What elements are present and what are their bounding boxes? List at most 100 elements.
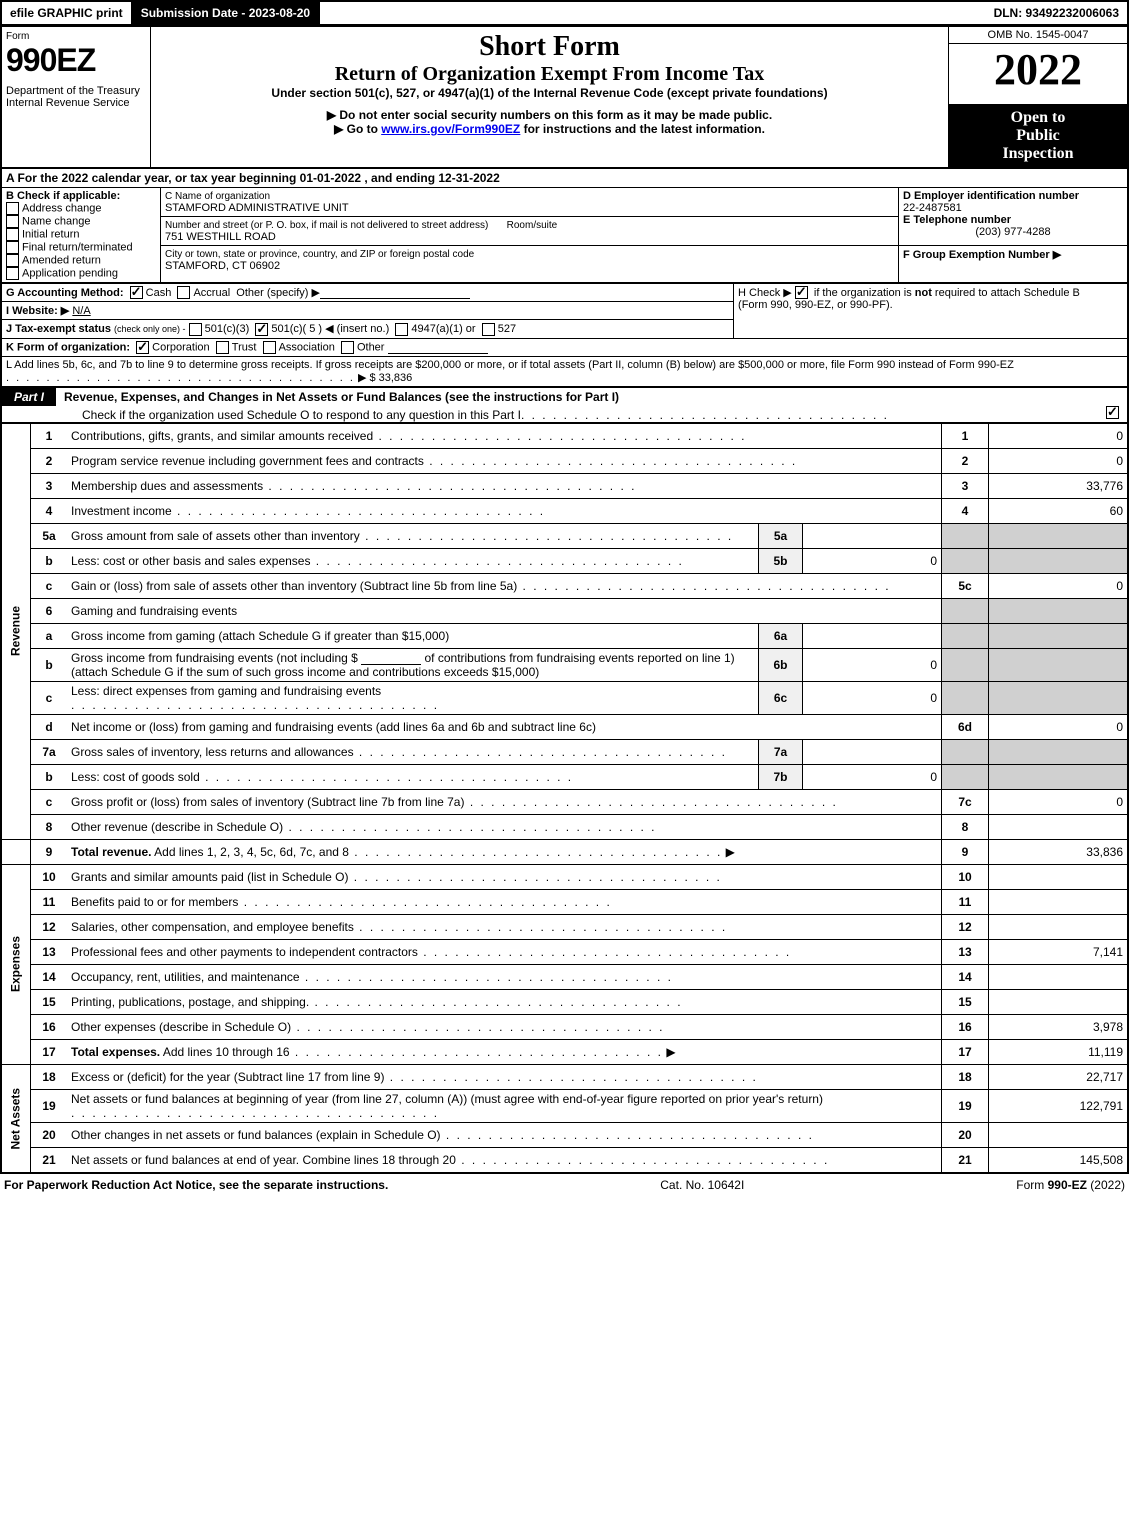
line-20-desc: Other changes in net assets or fund bala…	[71, 1128, 441, 1142]
checkbox-amended-return[interactable]	[6, 254, 19, 267]
line-6b-blank[interactable]	[361, 652, 421, 665]
dots	[6, 372, 355, 384]
line-7b-desc: Less: cost of goods sold	[71, 770, 200, 784]
line-1-value: 0	[989, 423, 1129, 448]
line-10-value	[989, 864, 1129, 889]
line-4-rn: 4	[942, 498, 989, 523]
footer-center: Cat. No. 10642I	[660, 1178, 744, 1192]
line-5c-desc: Gain or (loss) from sale of assets other…	[71, 579, 517, 593]
dots	[238, 895, 611, 909]
dots	[348, 870, 721, 884]
line-17-num: 17	[31, 1039, 68, 1064]
line-4-value: 60	[989, 498, 1129, 523]
line-16-rn: 16	[942, 1014, 989, 1039]
efile-print-label[interactable]: efile GRAPHIC print	[2, 2, 131, 24]
box-h-text2: if the organization is not required to a…	[814, 287, 1080, 299]
dots	[441, 1128, 814, 1142]
line-5a-desc: Gross amount from sale of assets other t…	[71, 529, 360, 543]
line-6b-sv: 0	[803, 648, 942, 681]
label-final-return: Final return/terminated	[22, 241, 133, 253]
dots	[200, 770, 573, 784]
open2: Public	[953, 127, 1123, 145]
line-2-rn: 2	[942, 448, 989, 473]
line-5c-rn: 5c	[942, 573, 989, 598]
line-19-rn: 19	[942, 1089, 989, 1122]
dln-label: DLN: 93492232006063	[986, 2, 1127, 24]
goto-link[interactable]: ▶ Go to www.irs.gov/Form990EZ for instru…	[155, 122, 944, 136]
line-12-desc: Salaries, other compensation, and employ…	[71, 920, 354, 934]
checkbox-527[interactable]	[482, 323, 495, 336]
line-19-num: 19	[31, 1089, 68, 1122]
shaded-cell	[942, 598, 989, 623]
checkbox-schedule-o-part1[interactable]	[1106, 406, 1119, 419]
info-grid-bcdef: B Check if applicable: Address change Na…	[0, 187, 1129, 283]
label-accrual: Accrual	[193, 287, 230, 299]
line-5a-num: 5a	[31, 523, 68, 548]
line-6b-desc1: Gross income from fundraising events (no…	[71, 651, 358, 665]
form-word: Form	[6, 31, 146, 42]
dots	[354, 920, 727, 934]
shaded-cell	[989, 623, 1129, 648]
section-a-tax-year: A For the 2022 calendar year, or tax yea…	[0, 169, 1129, 187]
checkbox-schedule-b[interactable]	[795, 286, 808, 299]
line-18-desc: Excess or (deficit) for the year (Subtra…	[71, 1070, 384, 1084]
line-7b-sv: 0	[803, 764, 942, 789]
line-19-value: 122,791	[989, 1089, 1129, 1122]
shaded-cell	[942, 623, 989, 648]
box-c-street-label: Number and street (or P. O. box, if mail…	[165, 220, 488, 231]
label-corporation: Corporation	[152, 341, 209, 353]
label-name-change: Name change	[22, 215, 91, 227]
line-15-rn: 15	[942, 989, 989, 1014]
line-20-value	[989, 1122, 1129, 1147]
line-13-num: 13	[31, 939, 68, 964]
label-cash: Cash	[146, 287, 172, 299]
checkbox-501c[interactable]	[255, 323, 268, 336]
line-3-value: 33,776	[989, 473, 1129, 498]
checkbox-address-change[interactable]	[6, 202, 19, 215]
checkbox-4947[interactable]	[395, 323, 408, 336]
checkbox-association[interactable]	[263, 341, 276, 354]
line-5c-num: c	[31, 573, 68, 598]
line-14-rn: 14	[942, 964, 989, 989]
checkbox-initial-return[interactable]	[6, 228, 19, 241]
checkbox-501c3[interactable]	[189, 323, 202, 336]
line-19-desc: Net assets or fund balances at beginning…	[71, 1092, 823, 1106]
line-3-desc: Membership dues and assessments	[71, 479, 263, 493]
box-i-label: I Website: ▶	[6, 305, 69, 317]
line-8-value	[989, 814, 1129, 839]
label-527: 527	[498, 323, 516, 335]
dept2: Internal Revenue Service	[6, 97, 130, 109]
checkbox-name-change[interactable]	[6, 215, 19, 228]
box-f-label: F Group Exemption Number ▶	[903, 249, 1061, 261]
line-10-rn: 10	[942, 864, 989, 889]
line-6-desc: Gaming and fundraising events	[67, 598, 942, 623]
arrow-icon: ▶	[726, 845, 735, 859]
other-method-blank[interactable]	[320, 287, 470, 299]
line-6b-sn: 6b	[759, 648, 803, 681]
line-13-rn: 13	[942, 939, 989, 964]
expenses-section-label: Expenses	[1, 864, 31, 1064]
checkbox-other-org[interactable]	[341, 341, 354, 354]
line-20-rn: 20	[942, 1122, 989, 1147]
line-12-rn: 12	[942, 914, 989, 939]
shaded-cell	[989, 648, 1129, 681]
checkbox-corporation[interactable]	[136, 341, 149, 354]
irs-link[interactable]: www.irs.gov/Form990EZ	[381, 122, 520, 136]
other-org-blank[interactable]	[388, 342, 488, 354]
label-association: Association	[279, 341, 335, 353]
line-15-num: 15	[31, 989, 68, 1014]
line-1-rn: 1	[942, 423, 989, 448]
line-5a-sv	[803, 523, 942, 548]
dots	[71, 698, 439, 712]
checkbox-cash[interactable]	[130, 286, 143, 299]
part-i-tab: Part I	[2, 388, 56, 406]
checkbox-final-return[interactable]	[6, 241, 19, 254]
checkbox-accrual[interactable]	[177, 286, 190, 299]
line-18-value: 22,717	[989, 1064, 1129, 1089]
website-value: N/A	[72, 305, 90, 317]
info-grid-ghijkl: G Accounting Method: Cash Accrual Other …	[0, 283, 1129, 387]
dots	[354, 745, 727, 759]
checkbox-trust[interactable]	[216, 341, 229, 354]
dots	[373, 429, 746, 443]
checkbox-application-pending[interactable]	[6, 267, 19, 280]
